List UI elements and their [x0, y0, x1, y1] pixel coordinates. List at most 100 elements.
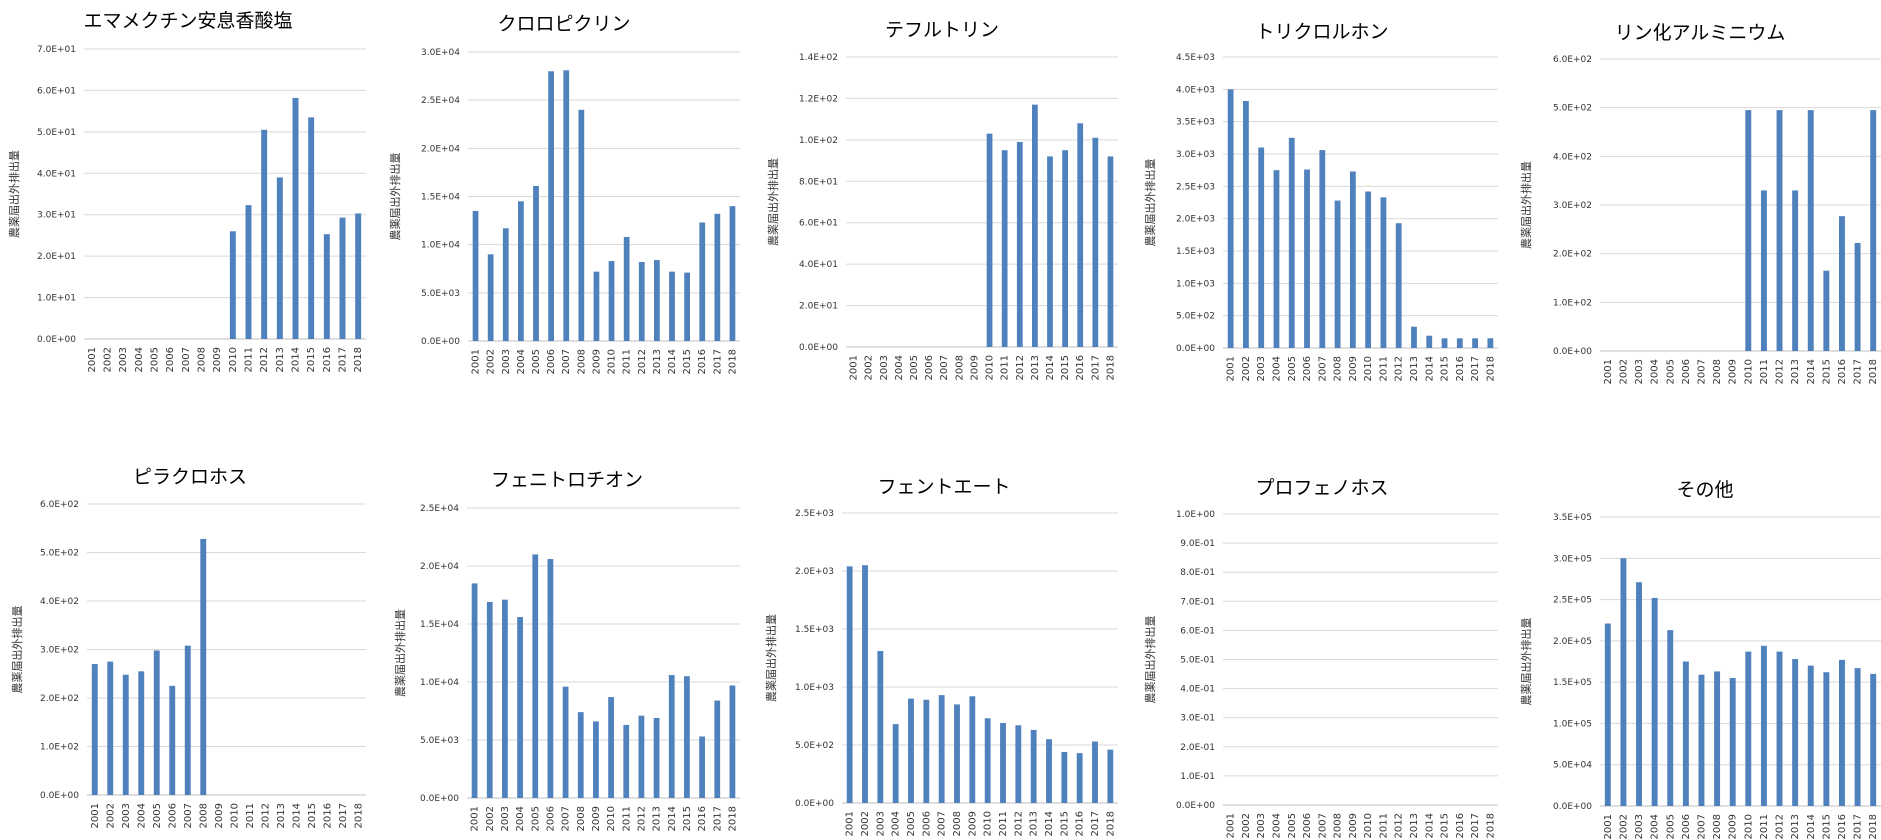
bar [1745, 651, 1752, 806]
x-tick-label: 2010 [1743, 814, 1754, 839]
x-tick-label: 2018 [1485, 356, 1496, 381]
x-tick-label: 2012 [1394, 356, 1405, 381]
x-tick-label: 2011 [998, 811, 1009, 836]
y-tick-label: 5.0E+03 [420, 736, 459, 746]
bar [292, 97, 299, 339]
chart-panel-10: 0.0E+00 5.0E+04 1.0E+05 1.5E+05 2.0E+05 2.5E+… [1519, 479, 1881, 839]
bar [578, 109, 585, 341]
y-tick-label: 2.0E+05 [1553, 637, 1592, 647]
x-tick-label: 2011 [621, 806, 632, 831]
x-tick-label: 2001 [1603, 359, 1614, 384]
bar [862, 565, 868, 803]
x-tick-label: 2008 [198, 803, 209, 828]
x-tick-label: 2004 [516, 349, 527, 374]
chart-title: ピラクロホス [133, 466, 247, 488]
x-tick-label: 2013 [652, 806, 663, 831]
y-tick-label: 1.0E+02 [1553, 298, 1592, 308]
x-tick-label: 2013 [652, 349, 663, 374]
x-tick-label: 2017 [712, 349, 723, 374]
y-tick-label: 8.0E+01 [799, 177, 838, 187]
x-tick-label: 2016 [1455, 813, 1466, 838]
x-tick-label: 2011 [245, 803, 256, 828]
x-tick-label: 2016 [322, 803, 333, 828]
bar [1854, 668, 1861, 806]
bar [200, 538, 207, 795]
x-tick-label: 2011 [244, 347, 255, 372]
bar [1698, 674, 1705, 806]
bar [562, 686, 569, 798]
x-tick-label: 2002 [486, 349, 497, 374]
bar [517, 617, 523, 798]
y-tick-label: 2.5E+05 [1553, 596, 1592, 606]
bar [1015, 725, 1022, 803]
x-tick-label: 2011 [1378, 356, 1389, 381]
y-tick-label: 1.0E+05 [1553, 719, 1592, 729]
bar [153, 650, 160, 795]
chart-panel-7: 0.0E+00 5.0E+03 1.0E+04 1.5E+04 2.0E+04 2.5E+… [393, 469, 740, 831]
bar [502, 599, 508, 798]
bar [1472, 338, 1478, 348]
x-tick-label: 2006 [165, 347, 176, 372]
chart-panel-2: 0.0E+00 5.0E+03 1.0E+04 1.5E+04 2.0E+04 2.5E+… [388, 13, 740, 374]
x-tick-label: 2006 [1681, 814, 1692, 839]
y-axis-label: 農薬届出外排出量 [1143, 159, 1157, 247]
y-tick-label: 0.0E+00 [1553, 802, 1592, 812]
bar [471, 583, 478, 798]
x-tick-label: 2007 [181, 347, 192, 372]
x-tick-label: 2017 [338, 347, 349, 372]
x-tick-label: 2003 [118, 347, 129, 372]
x-tick-label: 2016 [322, 347, 333, 372]
bar [1823, 672, 1830, 806]
x-tick-label: 2012 [259, 347, 270, 372]
x-tick-label: 2006 [1302, 356, 1313, 381]
bar [1487, 338, 1494, 348]
bar [699, 222, 706, 341]
x-tick-label: 2003 [1256, 813, 1267, 838]
bar [668, 675, 675, 798]
y-tick-label: 3.0E+01 [37, 211, 76, 221]
y-tick-label: 3.0E+05 [1553, 554, 1592, 564]
x-tick-label: 2015 [1440, 356, 1451, 381]
x-tick-label: 2008 [1333, 356, 1344, 381]
bar [1273, 170, 1280, 348]
bar [684, 676, 690, 798]
bar [877, 651, 884, 803]
y-tick-label: 3.5E+05 [1553, 513, 1592, 523]
x-tick-label: 2017 [1090, 355, 1101, 380]
bar [714, 213, 721, 341]
bar [1636, 582, 1642, 806]
x-tick-label: 2015 [306, 347, 317, 372]
bar [1776, 651, 1783, 806]
x-tick-label: 2005 [909, 355, 920, 380]
y-axis-label: 農薬届出外排出量 [7, 150, 21, 238]
x-tick-label: 2010 [1743, 359, 1754, 384]
y-axis-label: 農薬届出外排出量 [1519, 618, 1533, 706]
y-tick-label: 1.5E+03 [795, 625, 834, 635]
x-tick-label: 2009 [969, 355, 980, 380]
x-tick-label: 2018 [1868, 814, 1879, 839]
y-axis-label: 農薬届出外排出量 [766, 158, 780, 246]
x-tick-label: 2006 [1681, 359, 1692, 384]
x-tick-label: 2007 [561, 349, 572, 374]
x-tick-label: 2002 [485, 806, 496, 831]
x-tick-label: 2003 [1256, 356, 1267, 381]
x-tick-label: 2010 [1363, 356, 1374, 381]
bar [729, 206, 736, 341]
x-tick-label: 2015 [1060, 355, 1071, 380]
x-tick-label: 2001 [470, 806, 481, 831]
x-tick-label: 2012 [1015, 355, 1026, 380]
x-tick-label: 2007 [937, 811, 948, 836]
bar [638, 715, 645, 798]
chart-panel-3: 0.0E+00 2.0E+01 4.0E+01 6.0E+01 8.0E+01 1.0E+… [766, 19, 1118, 380]
y-tick-label: 6.0E-01 [1180, 626, 1215, 636]
x-tick-label: 2017 [338, 803, 349, 828]
y-tick-label: 6.0E+02 [40, 500, 79, 510]
x-tick-label: 2016 [1075, 811, 1086, 836]
y-tick-label: 3.0E+02 [40, 646, 79, 656]
x-tick-label: 2017 [1853, 814, 1864, 839]
x-tick-label: 2004 [515, 806, 526, 831]
bar [1000, 722, 1006, 803]
bar [1395, 223, 1402, 348]
bar [1380, 197, 1387, 348]
x-tick-label: 2005 [531, 349, 542, 374]
